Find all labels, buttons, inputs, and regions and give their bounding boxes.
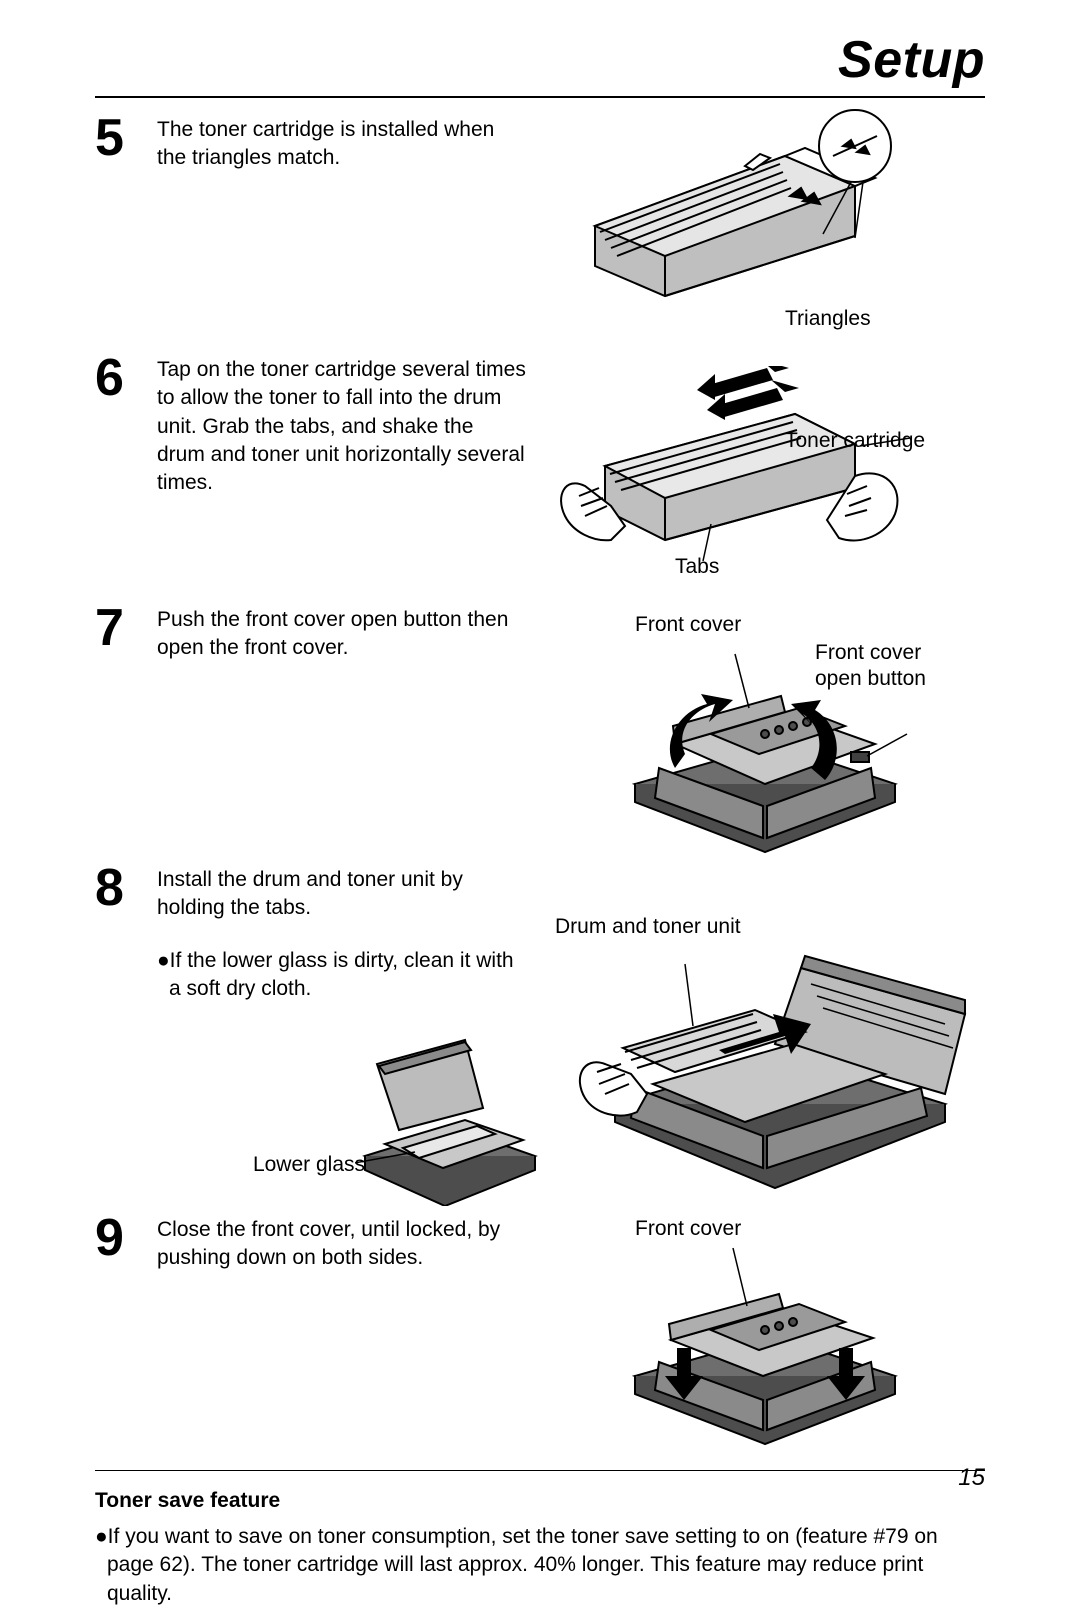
step-5-illustration xyxy=(555,106,925,316)
step-7-number: 7 xyxy=(95,602,143,654)
toner-save-title: Toner save feature xyxy=(95,1489,985,1513)
step-5-block: 5 The toner cartridge is installed when … xyxy=(95,116,985,356)
step-7-block: 7 Push the front cover open button then … xyxy=(95,606,985,866)
step-5-number: 5 xyxy=(95,112,143,164)
step-9-block: 9 Close the front cover, until locked, b… xyxy=(95,1216,985,1446)
step-5-text: The toner cartridge is installed when th… xyxy=(157,116,527,173)
toner-save-feature: Toner save feature ●If you want to save … xyxy=(95,1489,985,1608)
label-tabs: Tabs xyxy=(675,554,735,580)
label-front-cover-open-button: Front cover open button xyxy=(815,640,955,693)
page-title: Setup xyxy=(95,30,985,90)
step-6-text: Tap on the toner cartridge several times… xyxy=(157,356,527,498)
step-9-illustration xyxy=(615,1236,915,1446)
step-9-text: Close the front cover, until locked, by … xyxy=(157,1216,527,1273)
step-8-block: 8 Install the drum and toner unit by hol… xyxy=(95,866,985,1216)
label-lower-glass: Lower glass xyxy=(245,1152,365,1178)
section-rule xyxy=(95,1470,985,1471)
label-drum-toner-unit: Drum and toner unit xyxy=(555,914,741,940)
step-8-lower-glass-illustration xyxy=(355,1036,545,1206)
label-front-cover-1: Front cover xyxy=(635,612,741,638)
page: Setup 5 The toner cartridge is installed… xyxy=(0,0,1080,1526)
step-9-number: 9 xyxy=(95,1212,143,1264)
steps-area: 5 The toner cartridge is installed when … xyxy=(95,116,985,1446)
label-toner-cartridge: Toner cartridge xyxy=(785,428,925,454)
toner-save-body: ●If you want to save on toner consumptio… xyxy=(95,1523,965,1608)
step-6-number: 6 xyxy=(95,352,143,404)
step-8-text: Install the drum and toner unit by holdi… xyxy=(157,866,527,923)
label-triangles: Triangles xyxy=(785,306,871,332)
step-8-number: 8 xyxy=(95,862,143,914)
step-6-block: 6 Tap on the toner cartridge several tim… xyxy=(95,356,985,606)
header-rule xyxy=(95,96,985,98)
step-8-bullet: ●If the lower glass is dirty, clean it w… xyxy=(157,947,527,1004)
step-7-text: Push the front cover open button then op… xyxy=(157,606,527,663)
label-front-cover-2: Front cover xyxy=(635,1216,741,1242)
page-number: 15 xyxy=(958,1464,985,1492)
step-6-illustration xyxy=(515,366,955,596)
